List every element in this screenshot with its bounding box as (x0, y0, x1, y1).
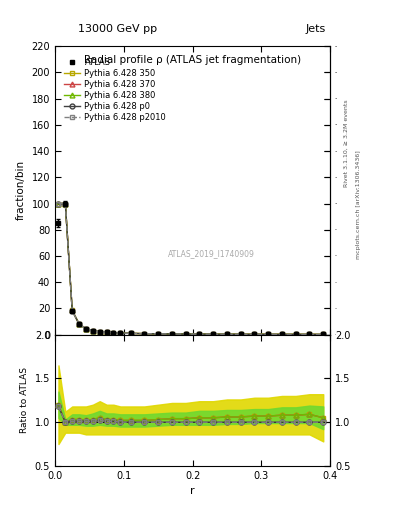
Text: 13000 GeV pp: 13000 GeV pp (78, 24, 158, 34)
X-axis label: r: r (190, 486, 195, 496)
Y-axis label: fraction/bin: fraction/bin (16, 160, 26, 221)
Legend: ATLAS, Pythia 6.428 350, Pythia 6.428 370, Pythia 6.428 380, Pythia 6.428 p0, Py: ATLAS, Pythia 6.428 350, Pythia 6.428 37… (62, 56, 168, 124)
Text: mcplots.cern.ch [arXiv:1306.3436]: mcplots.cern.ch [arXiv:1306.3436] (356, 151, 361, 259)
Text: ATLAS_2019_I1740909: ATLAS_2019_I1740909 (168, 249, 255, 259)
Y-axis label: Ratio to ATLAS: Ratio to ATLAS (20, 367, 29, 433)
Text: Rivet 3.1.10, ≥ 3.2M events: Rivet 3.1.10, ≥ 3.2M events (344, 99, 349, 187)
Text: Radial profile ρ (ATLAS jet fragmentation): Radial profile ρ (ATLAS jet fragmentatio… (84, 55, 301, 65)
Text: Jets: Jets (306, 24, 326, 34)
